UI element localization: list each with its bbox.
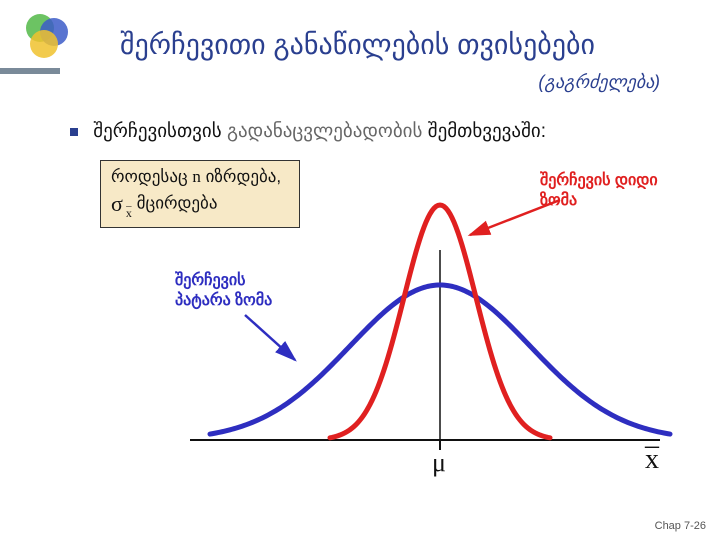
label-small-text: შერჩევის პატარა ზომა [175,272,272,309]
label-small-sample: შერჩევის პატარა ზომა [175,270,295,310]
title-accent-bar [0,68,60,74]
title-text: შერჩევითი განაწილების თვისებები [120,29,595,60]
footer: Chap 7-26 [655,520,706,532]
slide-title: შერჩევითი განაწილების თვისებები [120,28,680,61]
bullet-square-icon [70,128,78,136]
label-large-sample: შერჩევის დიდი ზომა [540,170,670,210]
sigma-symbol: σ x– [111,191,132,217]
sigma: σ [111,191,123,216]
bullet-text-grey: გადანაცვლებადობის [227,121,428,142]
footer-text: Chap 7-26 [655,520,706,532]
bullet-text-1: შერჩევისთვის [93,121,227,142]
slide-subtitle: (გაგრძელება) [538,72,660,93]
mu-label: μ [432,448,446,478]
subtitle-text: (გაგრძელება) [538,72,660,92]
bullet-line: შერჩევისთვის გადანაცვლებადობის შემთხვევა… [70,120,546,143]
sigma-sub: x– [123,206,132,220]
label-large-text: შერჩევის დიდი ზომა [540,172,658,209]
logo [22,10,72,60]
bullet-text-2: შემთხვევაში: [428,121,546,142]
chart-area: შერჩევის დიდი ზომა შერჩევის პატარა ზომა … [160,160,680,510]
chart-svg [160,160,680,510]
xbar-label: x– [645,444,659,476]
